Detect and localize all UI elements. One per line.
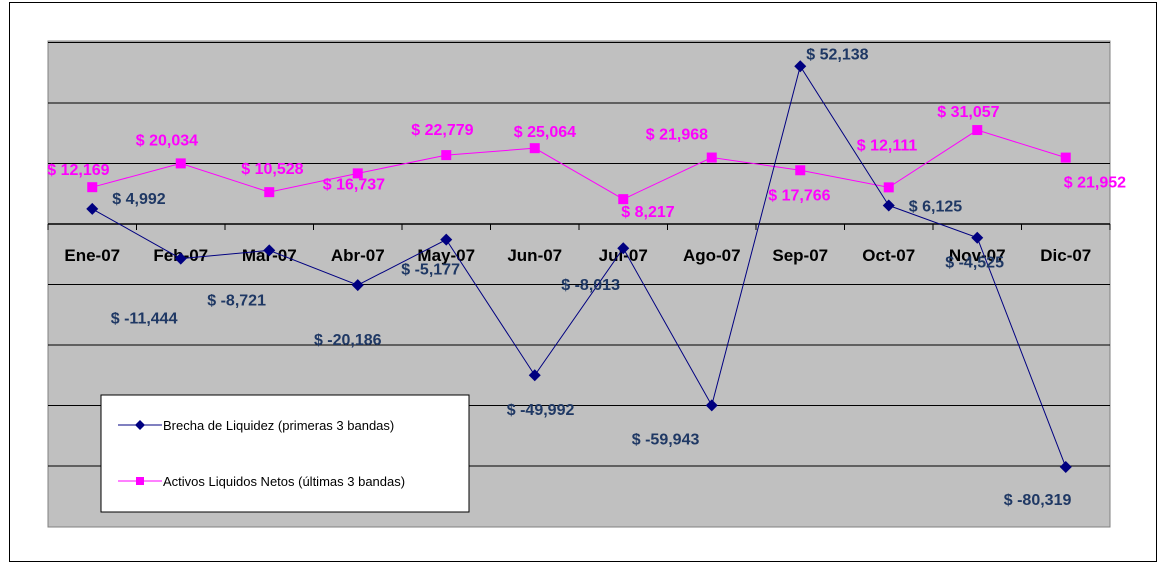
x-tick-label: Jul-07 (599, 246, 648, 265)
series-line-0 (92, 65, 1067, 468)
x-tick-label: Ene-07 (64, 246, 120, 265)
data-label: $ 17,766 (768, 187, 830, 204)
data-label: $ -49,992 (507, 402, 575, 419)
series-point-1 (264, 187, 275, 198)
x-tick-label: May-07 (417, 246, 475, 265)
series-point-1 (618, 194, 629, 205)
data-label: $ 25,064 (514, 124, 576, 141)
x-tick-label: Nov-07 (949, 246, 1006, 265)
series-point-1 (1060, 152, 1071, 163)
data-label: $ 8,217 (621, 204, 674, 221)
x-tick-label: Jun-07 (507, 246, 562, 265)
series-point-1 (795, 165, 806, 176)
data-label: $ 16,737 (323, 176, 385, 193)
data-label: $ 10,528 (241, 161, 303, 178)
data-label: $ -5,177 (401, 262, 460, 279)
legend-label: Brecha de Liquidez (primeras 3 bandas) (163, 418, 394, 433)
data-label: $ 21,952 (1064, 175, 1126, 192)
series-point-0 (351, 279, 364, 292)
series-point-1 (706, 152, 717, 163)
series-point-1 (352, 168, 363, 179)
series-point-1 (883, 182, 894, 193)
x-tick-label: Oct-07 (862, 246, 915, 265)
series-point-1 (972, 125, 983, 136)
data-label: $ 52,138 (806, 46, 868, 63)
data-label: $ -80,319 (1004, 492, 1072, 509)
data-label: $ 12,169 (47, 162, 109, 179)
series-point-0 (86, 202, 99, 215)
series-point-0 (528, 369, 541, 382)
series-point-0 (174, 252, 187, 265)
x-tick-label: Abr-07 (331, 246, 385, 265)
data-label: $ 4,992 (112, 191, 165, 208)
series-point-1 (441, 150, 452, 161)
series-point-0 (263, 244, 276, 257)
series-point-1 (87, 182, 98, 193)
data-label: $ -8,013 (561, 277, 620, 294)
legend-marker-0 (135, 420, 145, 430)
series-point-0 (1059, 460, 1072, 473)
data-label: $ 21,968 (646, 127, 708, 144)
series-line-1 (92, 129, 1066, 200)
legend-label: Activos Liquidos Netos (últimas 3 bandas… (163, 474, 405, 489)
legend-box (100, 394, 470, 513)
legend-marker-1 (136, 477, 144, 485)
data-label: $ -59,943 (632, 431, 700, 448)
x-tick-label: Ago-07 (683, 246, 741, 265)
x-tick-label: Dic-07 (1040, 246, 1091, 265)
series-point-0 (794, 60, 807, 73)
data-label: $ -4,525 (945, 255, 1004, 272)
series-point-1 (175, 158, 186, 169)
data-label: $ 12,111 (857, 137, 918, 154)
data-label: $ 6,125 (909, 198, 962, 215)
x-tick-label: Sep-07 (772, 246, 828, 265)
data-label: $ 20,034 (136, 132, 198, 149)
data-label: $ 22,779 (411, 122, 473, 139)
data-label: $ -20,186 (314, 332, 382, 349)
data-label: $ 31,057 (937, 104, 999, 121)
data-label: $ -8,721 (207, 292, 266, 309)
data-label: $ -11,444 (111, 311, 178, 328)
series-point-0 (882, 199, 895, 212)
series-point-0 (617, 242, 630, 255)
series-point-0 (705, 399, 718, 412)
series-point-1 (529, 143, 540, 154)
series-point-0 (971, 231, 984, 244)
series-point-0 (440, 233, 453, 246)
